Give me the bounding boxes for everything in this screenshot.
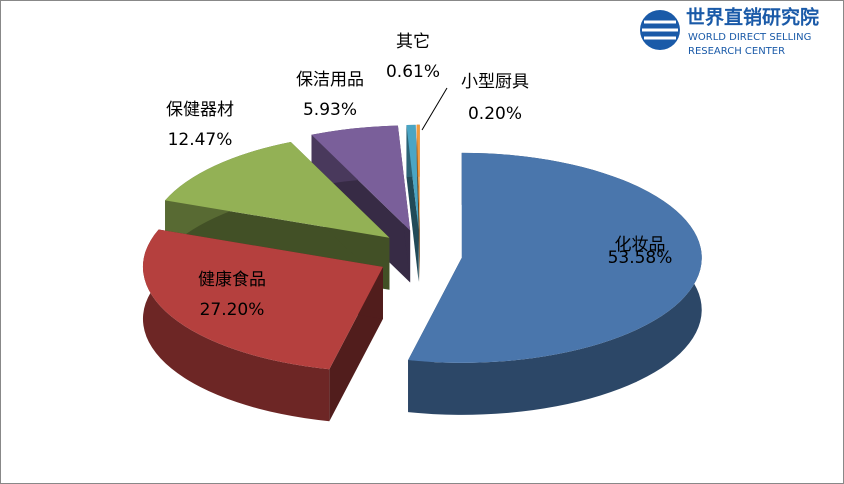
logo-line: WORLD DIRECT SELLING [688,32,811,43]
slice-value-label: 12.47% [168,130,233,150]
slice [406,124,419,230]
slice-value-label: 27.20% [200,300,265,320]
slice-value-label: 0.20% [468,104,522,124]
slice-label: 保健器材 [166,100,234,120]
slice-label: 化妆品 [615,235,666,255]
slice-label: 小型厨具 [461,72,529,92]
logo-line: RESEARCH CENTER [688,46,785,57]
slice [142,229,383,370]
slice [311,125,411,231]
slice-label: 保洁用品 [296,70,364,90]
slice-value-label: 0.61% [386,62,440,82]
slice-value-label: 53.58% [608,248,673,268]
slice-label: 健康食品 [198,270,266,290]
slice [416,124,420,230]
leader-line [421,87,448,131]
logo-stripes [642,20,678,40]
logo: 世界直销研究院 WORLD DIRECT SELLING RESEARCH CE… [640,6,819,57]
slice [408,152,702,363]
slice [165,141,390,238]
slice-value-label: 5.93% [303,100,357,120]
slice-side [142,229,330,422]
slice-label: 其它 [396,32,430,52]
logo-title: 世界直销研究院 [686,6,819,29]
